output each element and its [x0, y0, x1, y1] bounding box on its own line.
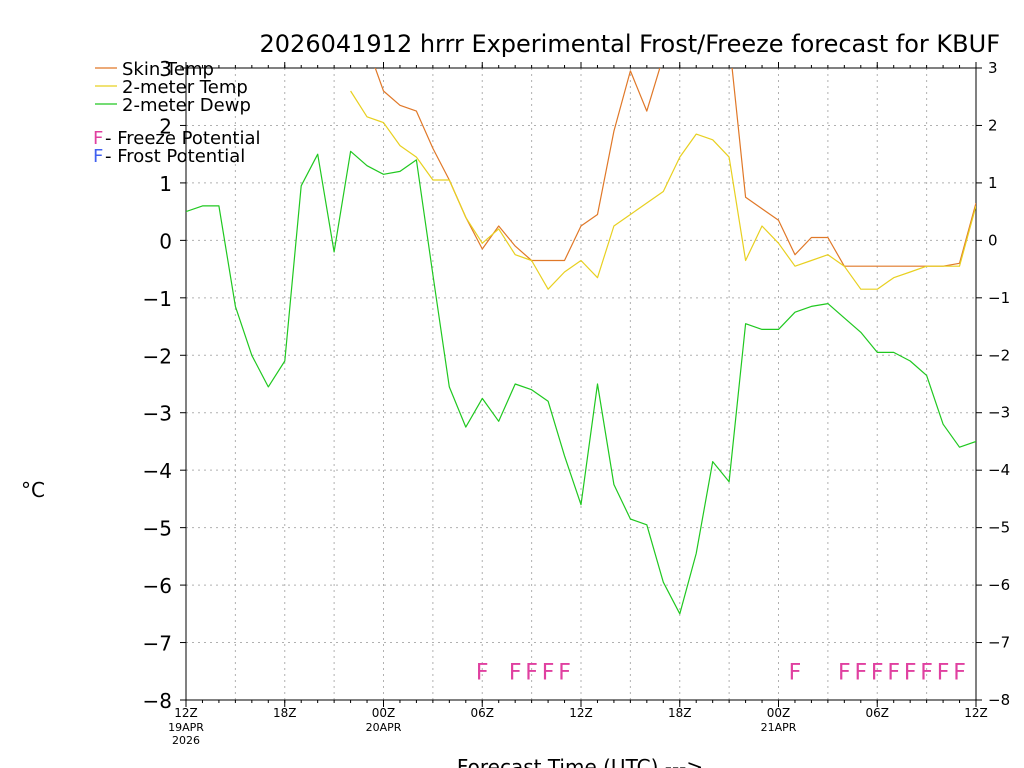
freeze-marker: F — [476, 660, 489, 685]
y-tick-label-left: −3 — [143, 402, 172, 426]
x-tick-label: 12Z — [964, 706, 988, 720]
freeze-marker: F — [558, 660, 571, 685]
x-tick-label: 00Z — [372, 706, 396, 720]
grid-lines — [186, 68, 976, 700]
plot-frame — [185, 67, 977, 701]
y-tick-label-right: 3 — [988, 59, 998, 77]
legend-potential-letter: F — [93, 128, 103, 149]
axes: −8 −8 −7 −7 −6 −6 −5 −5 −4 −4 −3 −3 −2 −2 −1 −1 0 0 1 1 2 2 3 3… — [143, 57, 1011, 747]
y-tick-label-left: −8 — [143, 689, 172, 713]
x-axis-label: Forecast Time (UTC) ---> — [457, 755, 703, 768]
y-tick-label-left: −2 — [143, 344, 172, 368]
freeze-marker: F — [937, 660, 950, 685]
legend-label: 2-meter Temp — [122, 77, 248, 98]
freeze-marker: F — [887, 660, 900, 685]
y-tick-label-right: −8 — [988, 691, 1010, 709]
legend-potential-label: - Frost Potential — [105, 146, 245, 167]
x-tick-label: 12Z — [569, 706, 593, 720]
freeze-marker: F — [920, 660, 933, 685]
freeze-marker: F — [838, 660, 851, 685]
series-line-2-meter-dewp — [186, 150, 976, 615]
y-tick-label-left: −5 — [143, 517, 172, 541]
freeze-marker: F — [542, 660, 555, 685]
y-tick-label-right: 0 — [988, 231, 998, 249]
freeze-marker: F — [789, 660, 802, 685]
y-tick-label-left: 2 — [159, 114, 172, 138]
y-tick-label-right: 1 — [988, 174, 998, 192]
freeze-marker: F — [854, 660, 867, 685]
y-tick-label-right: −3 — [988, 404, 1010, 422]
freeze-marker: F — [525, 660, 538, 685]
y-axis-label: °C — [21, 478, 45, 502]
x-tick-label: 06Z — [471, 706, 495, 720]
x-tick-sublabel: 19APR — [168, 721, 204, 734]
freeze-marker: F — [871, 660, 884, 685]
x-tick-label: 00Z — [767, 706, 791, 720]
legend-potential-label: - Freeze Potential — [105, 128, 261, 149]
y-tick-label-left: −1 — [143, 287, 172, 311]
y-tick-label-right: −4 — [988, 461, 1010, 479]
y-tick-label-right: −1 — [988, 289, 1010, 307]
y-tick-label-left: −4 — [143, 459, 172, 483]
y-tick-label-right: −5 — [988, 519, 1010, 537]
y-tick-label-left: 0 — [159, 229, 172, 253]
y-tick-label-right: −7 — [988, 634, 1010, 652]
legend-label: Skin Temp — [122, 59, 214, 80]
x-tick-label: 18Z — [668, 706, 692, 720]
legend-potential-letter: F — [93, 146, 103, 167]
freeze-marker: F — [953, 660, 966, 685]
y-tick-label-left: −7 — [143, 632, 172, 656]
y-tick-label-right: 2 — [988, 116, 998, 134]
legend-label: 2-meter Dewp — [122, 95, 251, 116]
y-tick-label-right: −6 — [988, 576, 1010, 594]
freeze-marker: F — [509, 660, 522, 685]
x-tick-label: 12Z — [174, 706, 198, 720]
x-tick-sublabel: 20APR — [366, 721, 402, 734]
y-tick-label-left: 1 — [159, 172, 172, 196]
x-tick-label: 06Z — [866, 706, 890, 720]
series-lines — [186, 68, 976, 615]
y-tick-label-left: −6 — [143, 574, 172, 598]
y-tick-label-right: −2 — [988, 346, 1010, 364]
freeze-marker: F — [904, 660, 917, 685]
x-tick-label: 18Z — [273, 706, 297, 720]
x-tick-sublabel: 2026 — [172, 734, 200, 747]
y-tick-label-left: 3 — [159, 57, 172, 81]
chart-title: 2026041912 hrrr Experimental Frost/Freez… — [260, 30, 1000, 58]
x-tick-sublabel: 21APR — [761, 721, 797, 734]
series-line-2-meter-temp — [350, 90, 976, 290]
